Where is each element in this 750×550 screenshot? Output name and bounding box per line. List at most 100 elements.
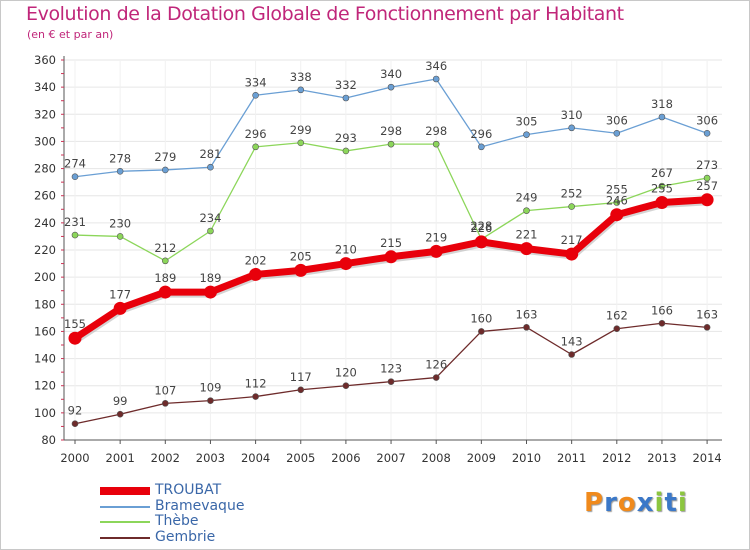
proxiti-logo: Proxiti <box>584 488 688 518</box>
x-tick-label: 2014 <box>692 451 721 465</box>
data-point <box>158 285 172 299</box>
chart-subtitle: (en € et par an) <box>27 28 114 41</box>
data-label: 249 <box>516 191 538 205</box>
data-point <box>68 331 82 345</box>
legend-label: Thèbe <box>155 513 199 529</box>
data-label: 273 <box>696 158 718 172</box>
data-label: 274 <box>64 157 86 171</box>
data-point <box>387 378 395 385</box>
data-label: 107 <box>154 383 176 397</box>
data-point <box>294 263 308 277</box>
legend-swatch <box>100 536 150 539</box>
data-label: 120 <box>335 366 357 380</box>
y-tick-label: 220 <box>34 243 56 257</box>
data-label: 338 <box>290 70 312 84</box>
data-point <box>703 129 711 137</box>
data-point <box>162 400 169 407</box>
data-point <box>71 173 79 181</box>
data-label: 298 <box>380 124 402 138</box>
data-point <box>613 129 621 137</box>
data-label: 334 <box>245 75 267 89</box>
data-point <box>387 83 395 91</box>
data-point <box>384 250 398 264</box>
data-point <box>297 139 305 147</box>
data-point <box>342 94 350 102</box>
x-tick-label: 2012 <box>602 451 631 465</box>
data-point <box>387 140 395 148</box>
data-label: 267 <box>651 166 673 180</box>
logo-letter: o <box>617 488 637 518</box>
logo-letter: r <box>604 488 618 518</box>
data-point <box>658 182 666 190</box>
data-label: 117 <box>290 370 312 384</box>
data-label: 215 <box>380 236 402 250</box>
data-point <box>252 143 259 151</box>
y-tick-label: 140 <box>34 352 56 366</box>
y-tick-label: 360 <box>34 53 56 67</box>
y-tick-label: 80 <box>41 433 56 447</box>
data-label: 296 <box>470 127 492 141</box>
data-point <box>71 231 79 239</box>
data-label: 230 <box>109 216 131 230</box>
data-label: 163 <box>516 307 538 321</box>
data-point <box>339 257 353 271</box>
data-point <box>568 203 575 210</box>
logo-letter: i <box>677 488 688 518</box>
data-label: 310 <box>561 108 583 122</box>
data-point <box>162 257 169 265</box>
data-label: 299 <box>290 123 312 137</box>
data-point <box>658 319 666 327</box>
data-label: 231 <box>64 215 86 229</box>
data-point <box>162 166 169 174</box>
logo-letter: P <box>584 488 605 518</box>
data-point <box>116 233 124 240</box>
data-label: 257 <box>696 179 718 193</box>
data-point <box>610 208 624 222</box>
legend-label: TROUBAT <box>155 482 222 498</box>
data-label: 305 <box>516 115 538 129</box>
y-tick-label: 200 <box>34 270 56 284</box>
data-point <box>203 285 217 299</box>
data-label: 112 <box>245 377 267 391</box>
data-point <box>474 235 488 249</box>
x-tick-label: 2006 <box>331 451 360 465</box>
data-point <box>655 196 669 209</box>
data-point <box>207 227 214 235</box>
y-tick-label: 160 <box>34 324 56 338</box>
y-tick-label: 300 <box>34 134 56 148</box>
logo-letter: i <box>654 488 665 518</box>
data-label: 126 <box>425 358 447 372</box>
data-label: 246 <box>606 194 628 208</box>
data-label: 281 <box>199 147 221 161</box>
data-label: 166 <box>651 303 673 317</box>
y-tick-label: 100 <box>34 406 56 420</box>
data-point <box>207 163 214 171</box>
data-label: 162 <box>606 309 628 323</box>
x-tick-label: 2002 <box>151 451 180 465</box>
y-tick-label: 340 <box>34 80 56 94</box>
logo-letter: x <box>636 488 655 518</box>
y-tick-label: 120 <box>34 379 56 393</box>
chart-title: Evolution de la Dotation Globale de Fonc… <box>26 3 624 25</box>
series-bramevaque: 274 278 279 281 334 338 332 340 346 296 305 310 306 3… <box>64 59 718 181</box>
data-point <box>71 420 79 428</box>
data-label: 332 <box>335 78 357 92</box>
data-point <box>252 91 259 99</box>
data-point <box>523 131 530 138</box>
data-point <box>703 324 711 331</box>
data-point <box>432 75 440 83</box>
data-point <box>700 193 714 207</box>
data-point <box>432 140 440 148</box>
data-point <box>113 301 127 315</box>
legend-swatch <box>100 487 150 495</box>
series-gembrie: 92 99 107 109 112 117 120 123 126 160 163 143 162 166… <box>68 303 718 428</box>
line-chart: 80 100 120 140 160 180 200 220 240 260 280 300 320 34… <box>34 53 722 465</box>
data-label: 143 <box>561 335 583 349</box>
data-label: 109 <box>199 381 221 395</box>
data-label: 123 <box>380 362 402 376</box>
data-label: 189 <box>154 271 176 285</box>
data-point <box>432 374 440 381</box>
axes: 80 100 120 140 160 180 200 220 240 260 280 300 320 34… <box>34 53 722 465</box>
